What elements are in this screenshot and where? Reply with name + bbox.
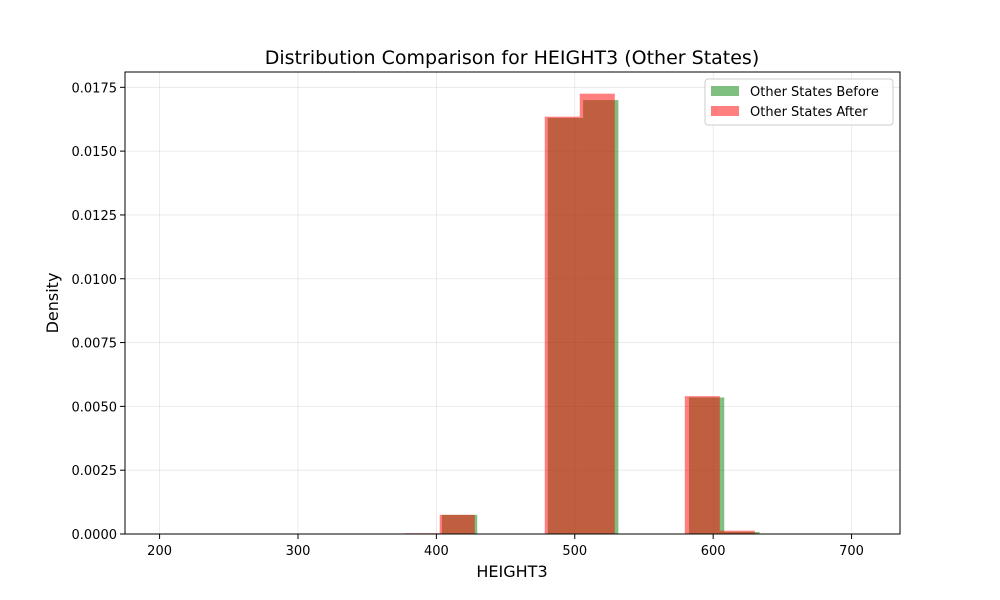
bar-after (684, 396, 720, 534)
histogram-bars (404, 93, 760, 535)
y-tick-label: 0.0125 (72, 209, 118, 224)
y-tick-label: 0.0025 (72, 464, 118, 479)
legend-box (704, 78, 894, 126)
y-tick-label: 0.0075 (72, 337, 118, 352)
legend-swatch-after (711, 106, 739, 116)
chart-title: Distribution Comparison for HEIGHT3 (Oth… (265, 47, 760, 69)
grid-lines (125, 72, 900, 535)
y-tick-label: 0.0150 (72, 145, 118, 160)
x-tick-label: 500 (562, 544, 587, 559)
y-tick-label: 0.0100 (72, 273, 118, 288)
y-tick-label: 0.0000 (72, 528, 118, 543)
bar-after (544, 116, 580, 534)
legend: Other States Before Other States After (704, 78, 894, 126)
x-axis-label: HEIGHT3 (476, 562, 547, 581)
legend-label-after: Other States After (750, 105, 868, 120)
x-axis-ticks: 200 300 400 500 600 700 (147, 534, 864, 559)
x-tick-label: 700 (839, 544, 864, 559)
bar-after (579, 93, 615, 534)
y-tick-label: 0.0050 (72, 400, 118, 415)
legend-swatch-before (711, 86, 739, 96)
x-tick-label: 300 (286, 544, 311, 559)
bar-after (439, 514, 475, 534)
y-tick-label: 0.0175 (72, 81, 118, 96)
x-tick-label: 200 (147, 544, 172, 559)
legend-label-before: Other States Before (750, 85, 879, 100)
bar-after (719, 530, 755, 534)
x-tick-label: 400 (424, 544, 449, 559)
y-axis-label: Density (43, 273, 62, 334)
x-tick-label: 600 (701, 544, 726, 559)
plot-frame (124, 71, 901, 535)
y-axis-ticks: 0.0000 0.0025 0.0050 0.0075 0.0100 0.0125 0.01… (72, 81, 125, 543)
